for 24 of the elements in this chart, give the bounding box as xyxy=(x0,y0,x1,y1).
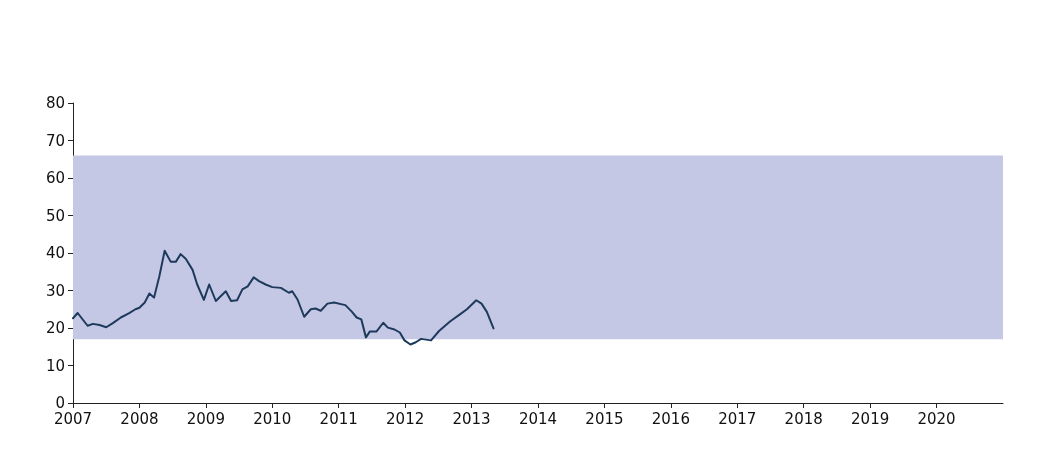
x-tick-label: 2009 xyxy=(186,409,225,428)
y-tick-label: 70 xyxy=(45,131,65,150)
x-tick-label: 2013 xyxy=(452,409,491,428)
y-tick-label: 60 xyxy=(45,169,65,187)
x-tick-label: 2017 xyxy=(718,409,757,428)
y-tick-label: 20 xyxy=(45,319,65,337)
x-tick-label: 2019 xyxy=(851,409,890,428)
x-tick-label: 2012 xyxy=(386,409,425,428)
x-tick-label: 2014 xyxy=(518,409,558,428)
x-tick-label: 2010 xyxy=(253,409,292,428)
x-tick-label: 2008 xyxy=(120,409,159,428)
y-tick-label: 80 xyxy=(45,94,65,112)
y-tick-label: 0 xyxy=(55,394,65,412)
x-tick-label: 2016 xyxy=(651,409,690,428)
y-tick-label: 50 xyxy=(45,206,65,225)
x-tick-label: 2015 xyxy=(585,409,624,428)
line-series xyxy=(72,249,495,346)
x-tick-label: 2020 xyxy=(917,409,956,428)
y-tick-label: 40 xyxy=(45,244,65,262)
y-tick-label: 30 xyxy=(45,281,65,300)
y-tick-label: 10 xyxy=(45,356,65,375)
x-tick-label: 2018 xyxy=(784,409,823,428)
x-tick-label: 2007 xyxy=(53,409,93,428)
x-tick-label: 2011 xyxy=(319,409,358,428)
